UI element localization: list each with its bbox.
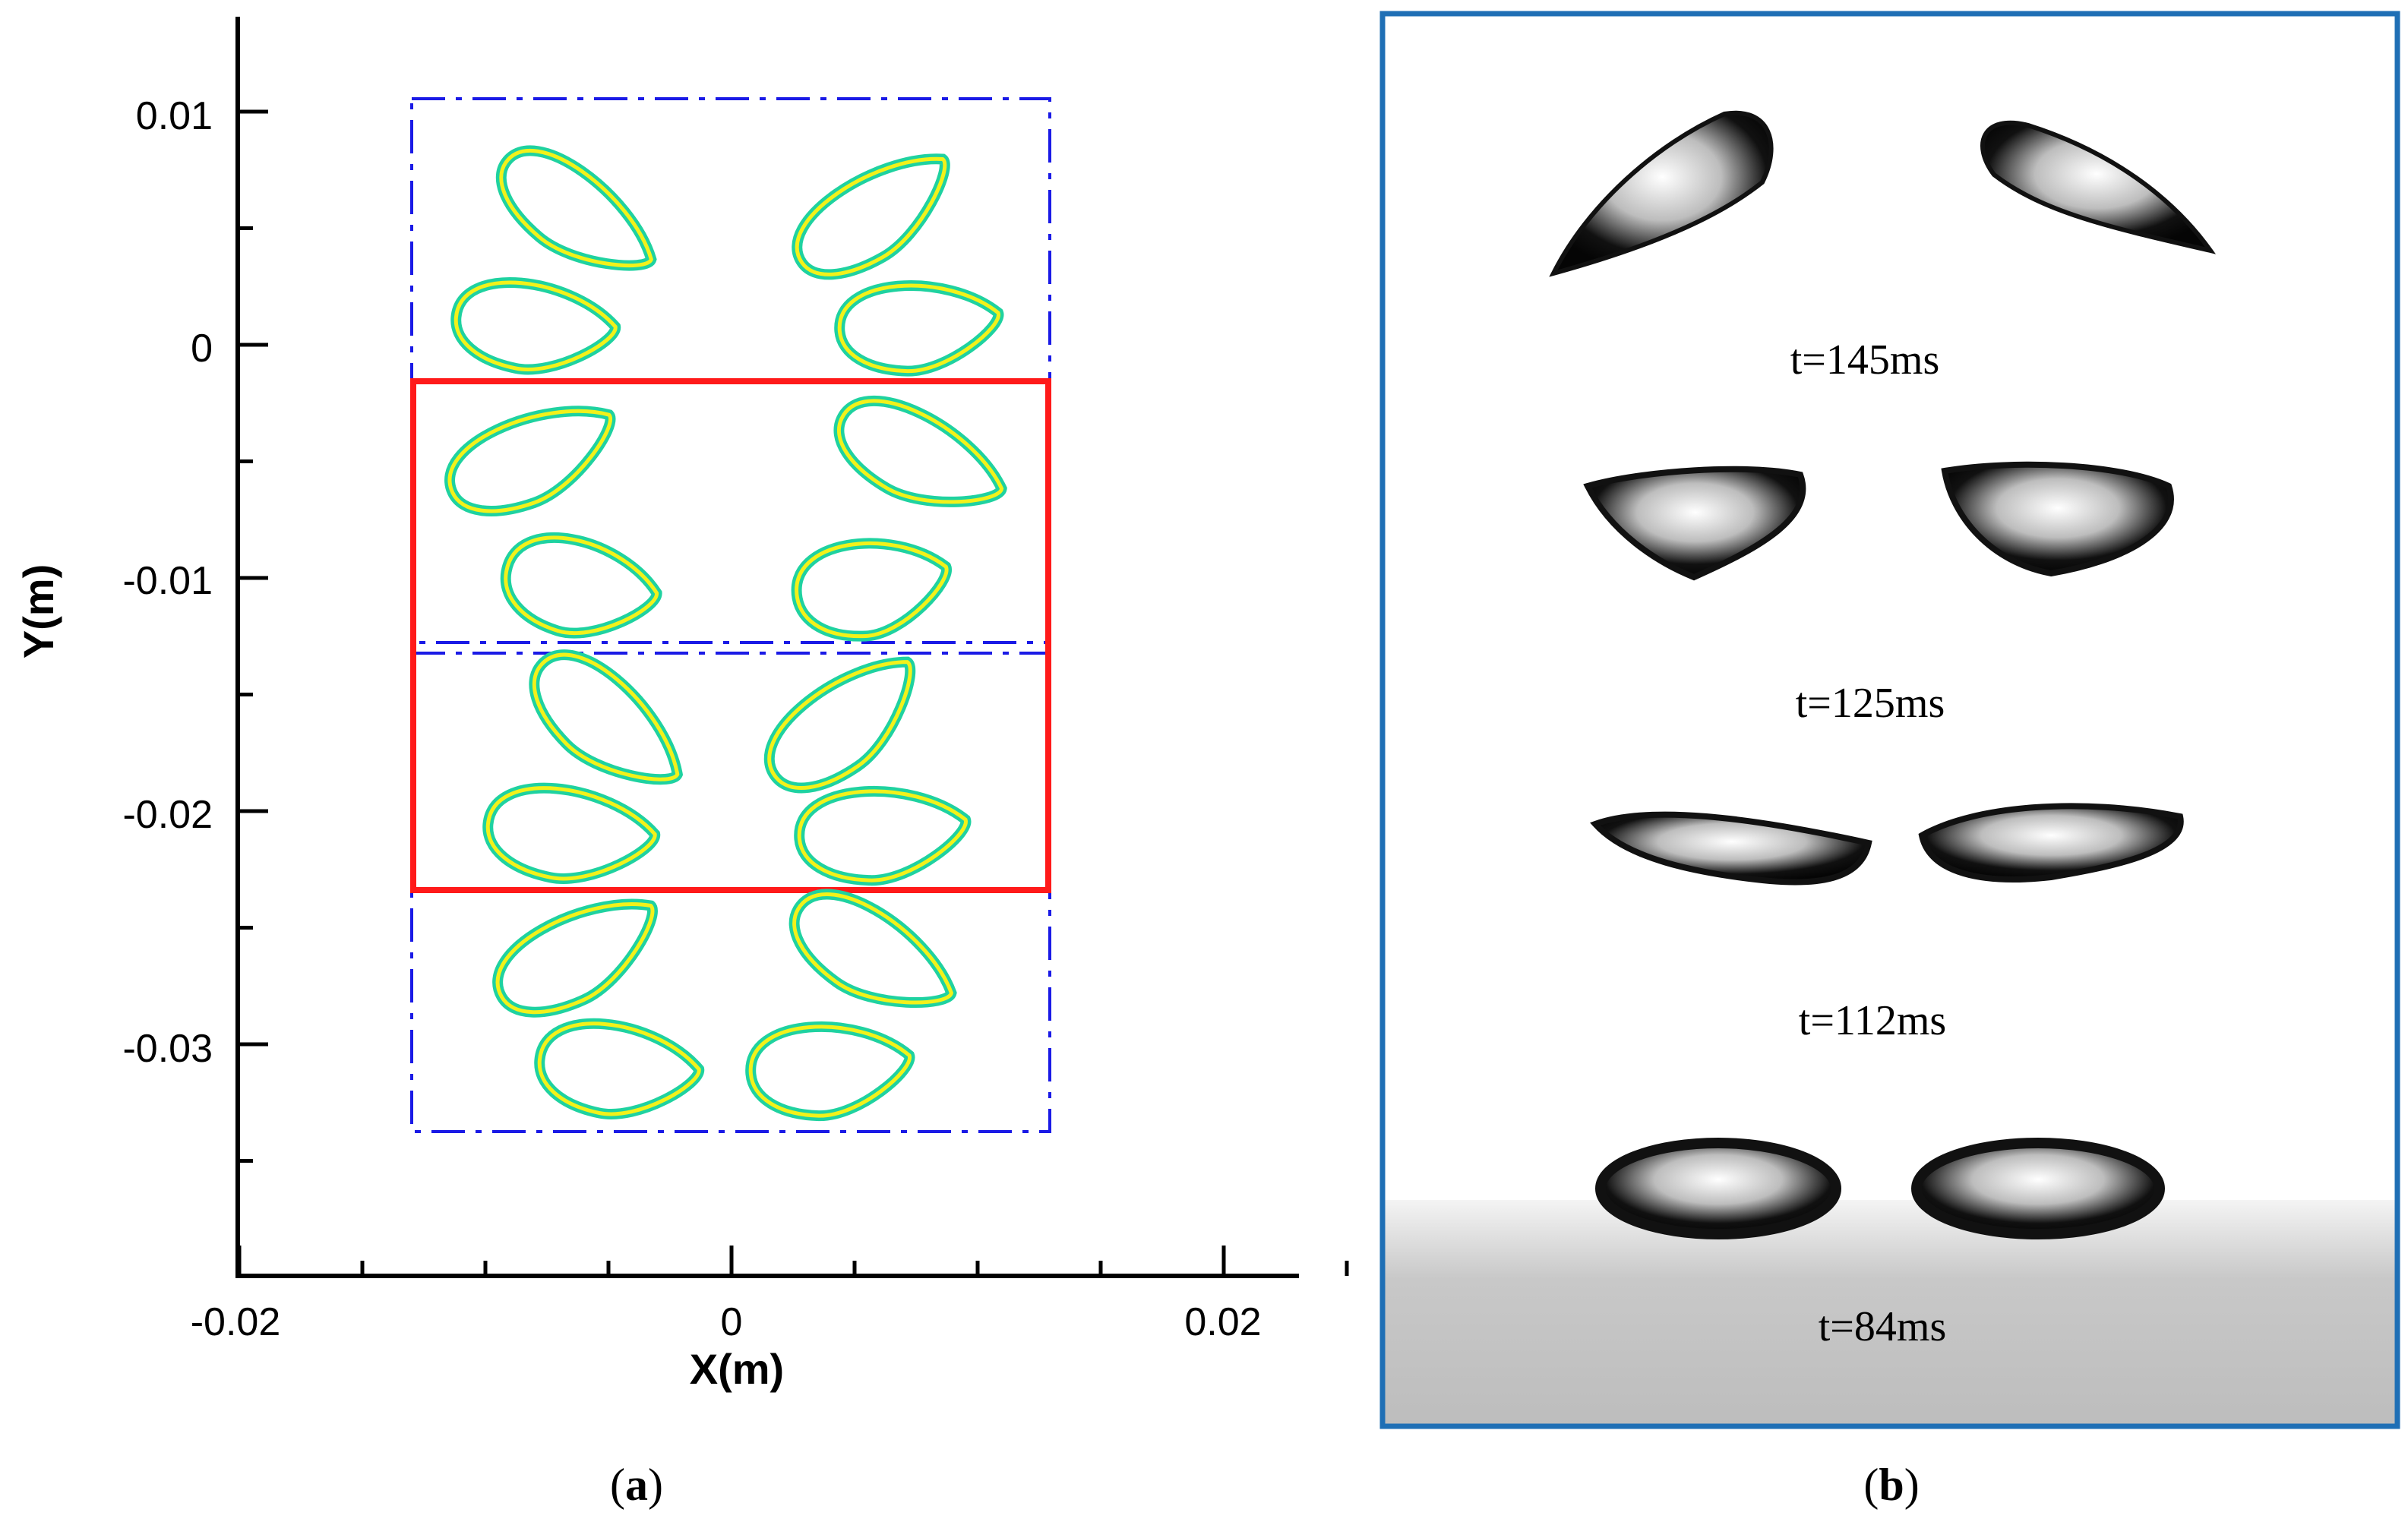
panel-a: 0.01 0 -0.01 -0.02 -0.03 -0.02 0 0.02 X(… [14, 17, 1349, 1510]
photo-frame [1379, 11, 2400, 1429]
bubble-photo [1549, 110, 1774, 277]
photo-bed-shading [1383, 1200, 2397, 1426]
bubble-contour-outer [764, 656, 916, 794]
bubble-contour-outer [791, 538, 952, 642]
bubble-photo [1918, 803, 2184, 882]
bubble-contour-inner [837, 283, 1000, 374]
x-tick-label: 0.02 [1184, 1300, 1261, 1344]
y-tick-label: -0.03 [122, 1027, 213, 1071]
bubble-photo [1980, 120, 2217, 254]
bubble-photo [1911, 1138, 2165, 1239]
bubble-photo [1583, 466, 1806, 581]
bubble-photo [1590, 811, 1872, 886]
bubble-contour [764, 656, 916, 794]
bubble-contour-outer [534, 1018, 705, 1119]
photo-background [1383, 14, 2397, 1426]
bubble-contours [444, 145, 1007, 1122]
bubble-contour [495, 145, 657, 271]
y-tick-label: 0.01 [136, 94, 213, 138]
bubble-contour-inner [792, 892, 954, 1005]
bubble-contour-inner [797, 789, 968, 882]
bubble-contour [834, 280, 1004, 377]
bubble-contour [745, 1021, 915, 1122]
bubble-contour [833, 395, 1007, 507]
bubble-contour-inner [537, 1021, 701, 1116]
bubble-contour-inner [795, 156, 947, 276]
bubble-contour-inner [532, 652, 680, 781]
bubble-contour-inner [485, 786, 657, 881]
y-tick-marks [238, 109, 268, 1163]
bubble-photo [1595, 1138, 1841, 1239]
bubble-contour-inner [504, 535, 659, 636]
bubble-contour [534, 1018, 705, 1119]
panel-a-caption: (a) [610, 1460, 663, 1510]
bubble-pair-145ms [1549, 110, 2217, 277]
bubble-contour-inner [836, 399, 1004, 504]
y-axis-title: Y(m) [14, 564, 62, 658]
bubble-contour-outer [450, 276, 621, 375]
bubble-contour-inner [767, 660, 912, 790]
bubble-contour-outer [444, 406, 616, 516]
x-tick-marks [237, 1246, 1349, 1276]
bubble-contour [788, 889, 957, 1009]
time-label: t=84ms [1819, 1303, 1947, 1350]
panel-b-caption: (b) [1863, 1460, 1919, 1510]
bubble-contour [791, 538, 952, 642]
bubble-contour [450, 276, 621, 375]
bubble-contour-inner [453, 280, 618, 371]
x-axis-title: X(m) [690, 1345, 784, 1393]
bubble-contour [500, 532, 662, 639]
bubble-photo [1941, 461, 2174, 577]
y-tick-label: -0.01 [122, 559, 213, 603]
computational-domain-box [410, 378, 1051, 893]
time-label: t=112ms [1799, 997, 1946, 1044]
bubble-contour [492, 898, 658, 1018]
bubble-contour-inner [447, 409, 612, 513]
bubble-contour-inner [748, 1025, 912, 1118]
y-tick-label: 0 [191, 327, 213, 371]
x-tick-label: -0.02 [191, 1300, 281, 1344]
x-tick-label: 0 [721, 1300, 743, 1344]
bubble-contour [529, 649, 684, 785]
time-label: t=145ms [1790, 336, 1940, 384]
bubble-contour [794, 785, 972, 886]
y-tick-label: -0.02 [122, 793, 213, 837]
bubble-contour-inner [795, 541, 949, 639]
panel-b: t=145ms t=125ms t=112ms t=84ms (b) [1379, 11, 2400, 1510]
bubble-contour [792, 153, 950, 280]
upper-periodic-domain-box [410, 97, 1051, 644]
time-label: t=125ms [1796, 680, 1945, 727]
bubble-contour [444, 406, 616, 516]
bubble-pair-84ms [1595, 1138, 2165, 1239]
bubble-contour-outer [482, 782, 661, 884]
bubble-contour-inner [495, 902, 655, 1015]
bubble-pair-112ms [1590, 803, 2184, 886]
bubble-contour-inner [499, 149, 653, 267]
bubble-contour [482, 782, 661, 884]
bubble-pair-125ms [1583, 461, 2174, 581]
